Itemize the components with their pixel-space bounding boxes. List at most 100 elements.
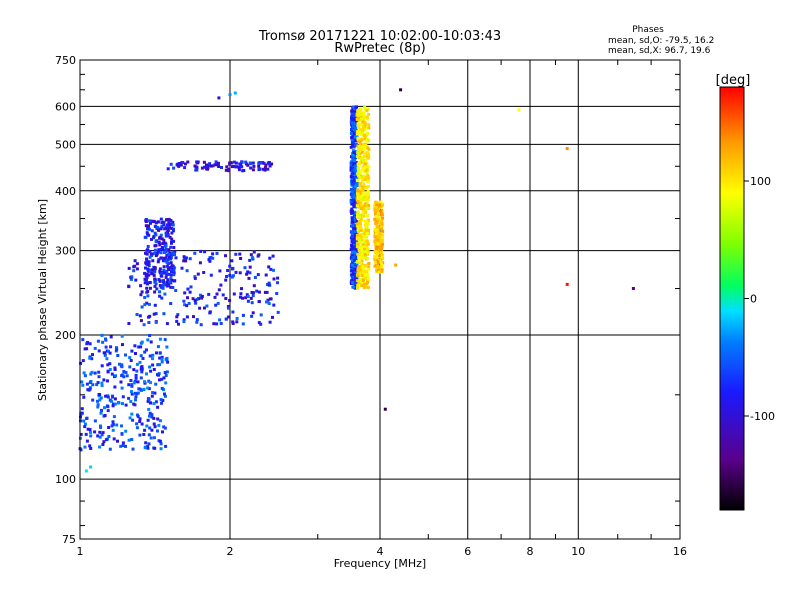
data-point bbox=[357, 124, 361, 128]
data-point bbox=[195, 297, 199, 301]
data-point bbox=[266, 167, 270, 171]
phase-info-title: Phases bbox=[632, 25, 664, 35]
data-point bbox=[103, 353, 107, 357]
data-point bbox=[163, 292, 167, 296]
data-point bbox=[154, 282, 158, 286]
data-point bbox=[80, 380, 84, 384]
data-point bbox=[359, 207, 363, 211]
data-point bbox=[148, 354, 152, 358]
data-point bbox=[351, 125, 355, 128]
data-point bbox=[243, 266, 247, 270]
data-point bbox=[350, 234, 354, 238]
data-point bbox=[249, 296, 253, 300]
data-point bbox=[252, 164, 256, 168]
data-point bbox=[149, 369, 153, 373]
data-point bbox=[163, 241, 167, 245]
data-point bbox=[353, 275, 357, 279]
data-point bbox=[359, 236, 363, 239]
data-point bbox=[354, 173, 358, 177]
data-point bbox=[153, 303, 157, 307]
data-point bbox=[351, 134, 355, 138]
data-point bbox=[199, 323, 203, 327]
data-point bbox=[353, 123, 357, 127]
data-point bbox=[224, 278, 228, 282]
data-point bbox=[380, 269, 384, 273]
data-point bbox=[154, 400, 158, 404]
data-point bbox=[111, 404, 115, 408]
data-point bbox=[353, 258, 357, 262]
data-point bbox=[377, 208, 380, 212]
data-point bbox=[205, 304, 209, 308]
data-point bbox=[366, 179, 370, 183]
data-point bbox=[146, 245, 150, 248]
data-point bbox=[215, 292, 219, 296]
data-point bbox=[150, 413, 154, 417]
data-point bbox=[138, 420, 142, 423]
data-point bbox=[355, 244, 359, 248]
data-point bbox=[104, 337, 107, 341]
y-tick-label: 300 bbox=[55, 245, 76, 258]
data-point bbox=[160, 237, 164, 241]
data-point bbox=[359, 226, 363, 230]
data-point bbox=[116, 354, 120, 357]
data-point bbox=[379, 200, 383, 204]
data-point bbox=[169, 276, 173, 280]
data-point bbox=[133, 259, 137, 263]
data-point bbox=[365, 164, 369, 167]
data-point bbox=[353, 264, 357, 268]
data-point bbox=[150, 428, 154, 432]
data-point bbox=[167, 272, 171, 276]
data-point bbox=[228, 273, 232, 277]
data-point bbox=[157, 372, 161, 375]
data-point bbox=[356, 136, 360, 140]
data-point bbox=[138, 360, 142, 364]
data-point bbox=[350, 172, 354, 176]
data-point bbox=[367, 277, 371, 281]
data-point bbox=[158, 290, 162, 294]
data-point bbox=[358, 140, 362, 143]
data-point bbox=[164, 381, 168, 385]
data-point bbox=[355, 220, 359, 224]
data-point bbox=[360, 198, 364, 202]
data-point bbox=[363, 121, 367, 125]
data-point bbox=[365, 167, 369, 170]
data-point bbox=[170, 268, 174, 271]
data-point bbox=[356, 122, 360, 126]
data-point bbox=[147, 224, 150, 228]
data-point bbox=[375, 255, 379, 259]
data-point bbox=[360, 151, 364, 154]
data-point bbox=[380, 209, 384, 212]
data-point bbox=[138, 314, 142, 318]
data-point bbox=[120, 386, 124, 390]
data-point bbox=[227, 169, 231, 173]
data-point bbox=[153, 251, 157, 255]
data-point bbox=[146, 294, 150, 298]
data-point bbox=[150, 252, 154, 256]
data-point bbox=[161, 283, 165, 287]
data-point bbox=[79, 413, 83, 417]
data-point bbox=[362, 238, 366, 242]
data-point bbox=[361, 270, 365, 273]
data-point bbox=[99, 411, 103, 415]
data-point bbox=[166, 360, 170, 364]
data-point bbox=[264, 163, 268, 167]
data-point bbox=[93, 419, 97, 423]
data-point bbox=[365, 214, 369, 218]
data-point bbox=[151, 259, 155, 263]
data-point bbox=[166, 284, 170, 288]
data-point bbox=[182, 299, 186, 303]
data-point bbox=[144, 441, 148, 445]
data-point bbox=[350, 267, 354, 271]
data-point bbox=[136, 415, 140, 418]
data-point bbox=[140, 370, 144, 374]
x-tick-label: 1 bbox=[77, 545, 84, 558]
data-point bbox=[373, 209, 377, 213]
data-point bbox=[362, 154, 366, 158]
data-point bbox=[352, 105, 356, 109]
data-point bbox=[220, 166, 223, 169]
data-point bbox=[172, 239, 175, 243]
data-point bbox=[251, 161, 255, 165]
data-point bbox=[366, 107, 370, 111]
data-point bbox=[373, 261, 377, 265]
data-point bbox=[356, 178, 360, 182]
